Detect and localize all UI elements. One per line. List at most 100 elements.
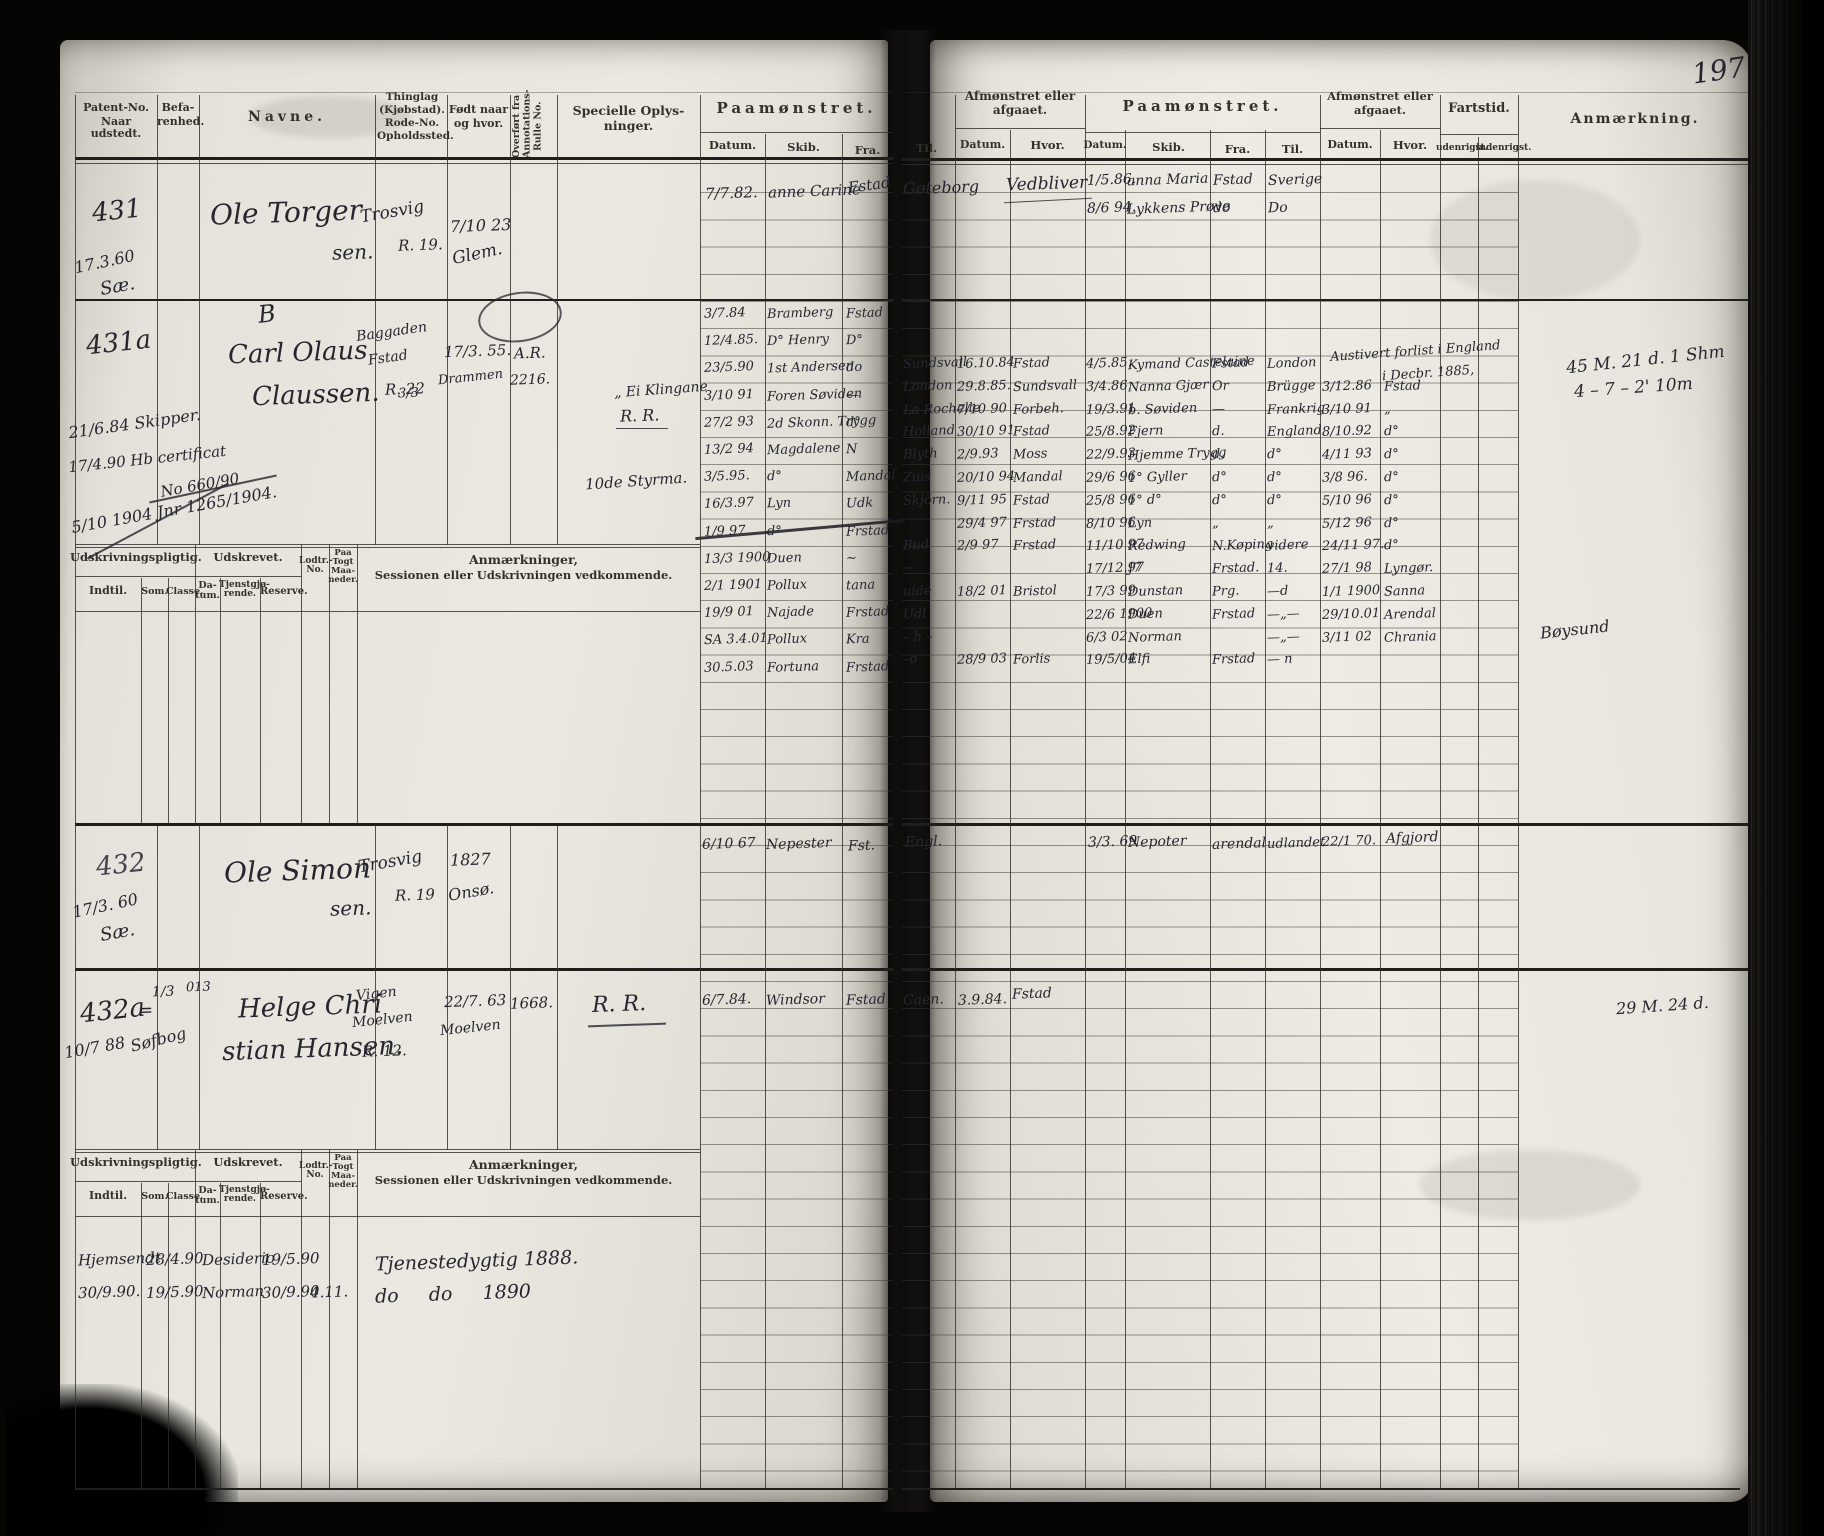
annotation-roll: A.R. [513,343,546,363]
muster-til: Brügge [1266,377,1316,395]
afm2-datum: 3/8 96. [1321,469,1368,486]
muster-fra: do [845,360,863,376]
afm-hvor: Mandal [1012,469,1063,486]
muster-fra: Frstad [1211,651,1256,669]
afm-hvor: Fstad [1012,492,1051,509]
divider [700,132,893,133]
divider [1440,134,1518,135]
muster-skib: Nepester [765,834,832,854]
afm2-hvor: d° [1383,424,1400,440]
residence-3: R. 12. [361,1041,407,1061]
divider [1010,130,1011,1488]
muster-skib: Fortuna [766,658,820,676]
muster-datum: 2/1 1901 [703,576,763,595]
muster-fra: do [1212,199,1231,217]
muster-fra: Frstad [1211,606,1256,623]
header-indenrigst: indenrigst. [1476,143,1532,153]
muster-skib: D° Henry [766,332,830,350]
afm-hvor: Sundsvall [1012,377,1078,395]
divider [157,95,158,545]
afm-hvor: Bristol [1012,583,1058,600]
afm2-hvor: Lyngør. [1383,560,1434,578]
header-befarenhed-2: renhed. [157,115,205,128]
header-specielle-2: ninger. [603,118,654,133]
afm2-datum: 1/1 1900 [1321,582,1381,601]
divider [902,823,1748,826]
muster-til: —„— [1266,629,1301,646]
divider [157,825,158,1150]
born: 17/3. 55. [443,340,512,362]
til-destination: London [902,377,953,395]
header-som: Som. [141,586,168,597]
afm-datum: 29.8.85. [956,377,1012,395]
muster-til: 14. [1266,560,1288,577]
muster-datum: 12/4.85. [703,332,759,350]
born: 7/10 23 [449,214,512,237]
header-thinglag: Thinglag [385,91,439,103]
muster-skib: Norman [1127,628,1183,646]
divider [75,157,893,160]
muster-til: Sverige [1267,171,1323,189]
muster-fra: d. [1211,446,1225,463]
muster-til: England [1266,423,1323,441]
born: 1827 [449,849,492,870]
muster-skib: Lyn [766,495,792,512]
muster-til: Frankrig [1266,400,1326,418]
muster-skib: Elfi [1127,652,1151,668]
divider [902,968,1748,971]
muster-skib: Redwing [1127,537,1187,555]
divider [375,95,376,545]
muster-fra: Fst. [847,837,876,855]
afm2-datum: 3/12.86 [1321,377,1373,395]
muster-skib: anna Maria [1126,170,1209,190]
afm2-datum: 29/10.01 [1321,605,1381,623]
afm-datum: 2/9.93 [956,446,999,463]
muster-skib: Windsor [765,990,826,1010]
divider [195,576,301,577]
muster-datum: 3/7.84 [703,305,746,322]
header-anmaerkning: Anmærkning. [1570,111,1700,127]
afm-hvor: Fstad [1012,355,1051,372]
muster-fra: d° [1211,469,1228,486]
divider [902,1488,1740,1490]
header-befarenhed: Befa- [161,101,195,114]
muster-til: „ [1266,515,1275,531]
divider [1380,130,1381,1488]
seaman-name: Ole Torger [209,193,363,232]
muster-fra: Frstad [845,658,890,676]
header-som: Som. [141,1191,168,1202]
til-destination: ~ [902,561,915,577]
afm2-hvor: Arendal [1383,605,1437,623]
afm2-hvor: „ [1383,401,1392,417]
muster-datum: 27/2 93 [703,413,755,431]
residence-2: R. 19. [397,235,443,255]
header-til: Til. [915,141,938,155]
divider [168,578,169,825]
muster-skib: Nanna Gjær [1127,377,1209,396]
afm-hvor: Forbeh. [1012,400,1065,418]
divider [75,544,700,545]
header-fodt: Født naar [448,103,509,116]
header-thinglag-2: (Kjøbstad). [379,104,445,116]
muster-fra: D° [845,332,864,349]
afm-hvor: Moss [1012,446,1048,463]
muster-skib: Bramberg [766,304,834,323]
bleed-through-smudge [250,96,410,138]
afm2-datum: 5/10 96 [1321,491,1373,509]
header-afmonstret-1b: afgaaet. [992,103,1048,117]
afm-datum: 2/9 97 [956,537,999,555]
muster-datum: 23/5.90 [703,359,755,377]
header-fra-right: Fra. [1224,142,1251,156]
muster-skib: J7 [1127,560,1142,577]
divider [75,95,76,1490]
muster-skib: Dunstan [1127,583,1184,600]
muster-fra: — [1211,401,1226,417]
divider [1210,130,1211,1488]
afm-datum: 28/9 03 [956,651,1008,669]
divider [842,134,843,1488]
header-udskrevet: Udskrevet. [213,1155,283,1169]
muster-fra: Udk [845,495,874,512]
cell-tjenstgjorende: Norman [201,1281,265,1303]
muster-til: d° [1266,469,1283,486]
